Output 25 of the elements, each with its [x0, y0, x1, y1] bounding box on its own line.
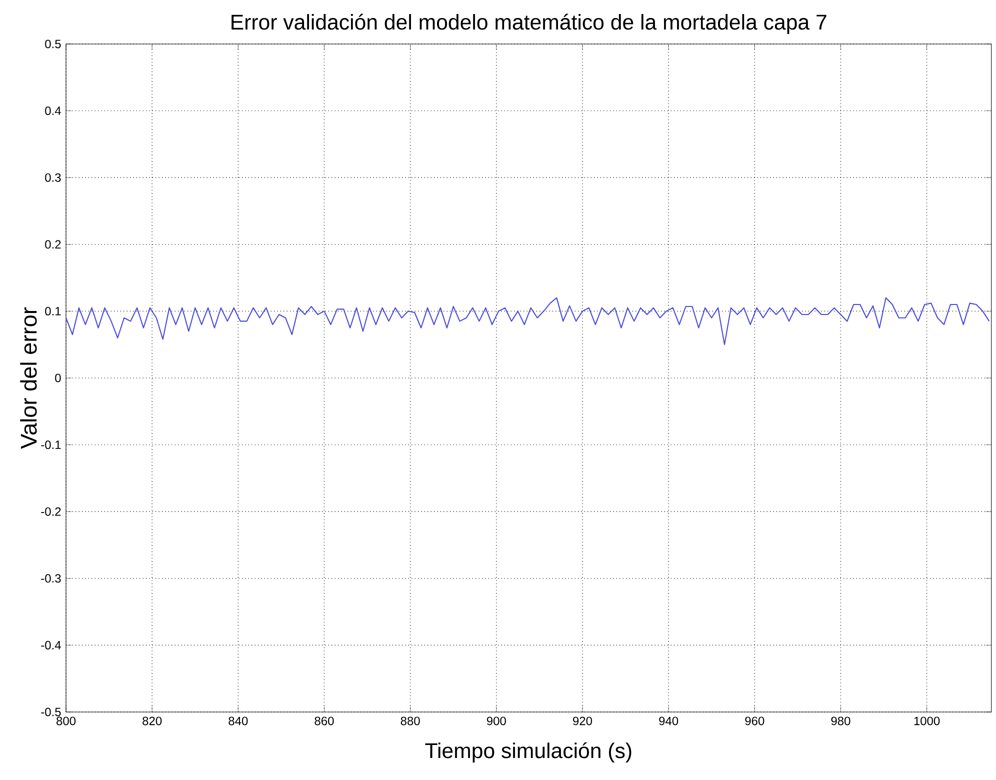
y-tick-label: -0.3	[41, 574, 61, 583]
x-tick-label: 980	[831, 716, 850, 726]
x-tick-label: 820	[142, 716, 162, 726]
y-tick-label: -0.5	[41, 708, 61, 716]
x-tick-label: 840	[228, 716, 248, 726]
x-tick-label: 880	[400, 716, 420, 726]
y-tick-label: 0	[55, 374, 61, 382]
chart-title: Error validación del modelo matemático de la mortadela capa 7	[232, 14, 826, 34]
x-tick-label: 920	[573, 716, 592, 726]
y-tick-label: -0.1	[41, 440, 61, 450]
y-tick-label: 0.3	[45, 173, 61, 182]
x-tick-label: 800	[56, 716, 76, 726]
x-tick-label: 1000	[914, 716, 940, 726]
y-tick-label: 0.1	[45, 306, 61, 316]
y-tick-label: -0.2	[41, 507, 61, 516]
y-tick-label: 0.5	[45, 40, 61, 48]
x-tick-label: 900	[486, 716, 506, 726]
x-tick-label: 960	[745, 716, 764, 726]
x-axis-title: Tiempo simulación (s)	[425, 742, 632, 762]
y-tick-label: 0.2	[45, 240, 61, 249]
y-tick-label: -0.4	[41, 640, 61, 650]
x-tick-label: 940	[659, 716, 678, 726]
y-tick-label: 0.4	[45, 106, 61, 116]
y-axis-title: Valor del error	[20, 307, 37, 449]
x-tick-label: 860	[314, 716, 334, 726]
